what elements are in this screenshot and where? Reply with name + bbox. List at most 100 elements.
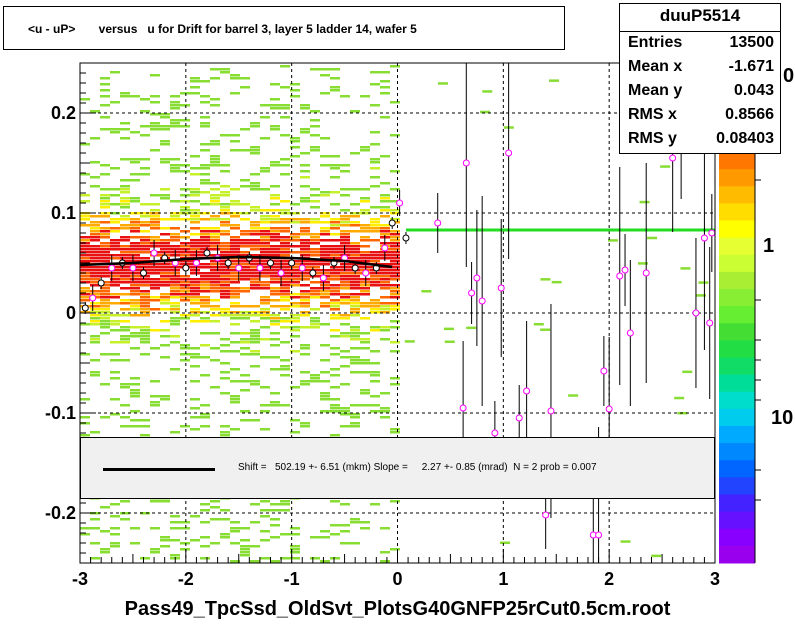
heatmap-cell	[330, 224, 340, 227]
heatmap-cell	[380, 206, 390, 209]
heatmap-cell	[210, 227, 220, 230]
heatmap-cell	[200, 248, 210, 251]
heatmap-cell	[170, 158, 180, 161]
heatmap-cell	[380, 215, 390, 218]
heatmap-cell	[250, 275, 260, 278]
heatmap-cell	[120, 269, 130, 272]
heatmap-cell	[360, 260, 370, 263]
heatmap-cell	[90, 341, 100, 344]
heatmap-cell	[350, 299, 360, 302]
heatmap-cell	[280, 557, 290, 560]
heatmap-cell	[100, 293, 110, 296]
heatmap-cell	[130, 260, 140, 263]
heatmap-cell	[240, 548, 250, 551]
heatmap-cell	[290, 266, 300, 269]
heatmap-cell	[120, 500, 130, 503]
chart-title: <u - uP> versus u for Drift for barrel 3…	[28, 22, 417, 36]
heatmap-cell	[90, 110, 100, 113]
heatmap-cell	[80, 236, 90, 239]
heatmap-cell	[270, 185, 280, 188]
heatmap-cell	[270, 332, 280, 335]
heatmap-cell	[250, 254, 260, 257]
heatmap-cell	[360, 521, 370, 524]
heatmap-cell	[130, 305, 140, 308]
heatmap-cell	[220, 194, 230, 197]
heatmap-cell	[230, 530, 240, 533]
heatmap-cell	[110, 284, 120, 287]
heatmap-cell	[180, 344, 190, 347]
heatmap-cell	[120, 266, 130, 269]
heatmap-cell	[340, 287, 350, 290]
heatmap-cell	[80, 248, 90, 251]
heatmap-cell	[260, 251, 270, 254]
profile-point	[362, 269, 370, 277]
heatmap-cell	[270, 125, 280, 128]
heatmap-cell	[200, 416, 210, 419]
heatmap-cell	[390, 188, 400, 191]
heatmap-cell	[230, 272, 240, 275]
heatmap-cell	[100, 104, 110, 107]
heatmap-cell	[250, 149, 260, 152]
heatmap-cell	[310, 149, 320, 152]
heatmap-cell	[110, 296, 120, 299]
heatmap-cell	[110, 503, 120, 506]
heatmap-cell	[120, 338, 130, 341]
heatmap-cell	[200, 212, 210, 215]
heatmap-cell	[190, 251, 200, 254]
heatmap-cell	[290, 386, 300, 389]
stats-value: 0.8566	[725, 106, 774, 123]
heatmap-cell	[390, 284, 400, 287]
heatmap-cell	[220, 221, 230, 224]
heatmap-cell	[290, 272, 300, 275]
heatmap-cell	[120, 92, 130, 95]
heatmap-cell	[110, 323, 120, 326]
colorbar-swatch	[719, 186, 755, 204]
heatmap-cell	[80, 257, 90, 260]
heatmap-cell	[300, 239, 310, 242]
heatmap-cell	[100, 251, 110, 254]
heatmap-cell	[120, 224, 130, 227]
y-tick-label: 0.1	[51, 203, 76, 223]
heatmap-cell	[100, 215, 110, 218]
heatmap-cell	[330, 347, 340, 350]
heatmap-cell	[170, 248, 180, 251]
heatmap-cell	[340, 383, 350, 386]
heatmap-cell	[230, 134, 240, 137]
heatmap-cell	[190, 398, 200, 401]
heatmap-cell	[100, 305, 110, 308]
heatmap-cell	[360, 359, 370, 362]
heatmap-cell	[270, 518, 280, 521]
heatmap-cell	[370, 230, 380, 233]
heatmap-cell	[270, 197, 280, 200]
heatmap-cell	[290, 233, 300, 236]
heatmap-cell	[250, 353, 260, 356]
data-point	[505, 149, 513, 157]
heatmap-cell	[300, 284, 310, 287]
heatmap-cell	[260, 317, 270, 320]
heatmap-cell	[130, 200, 140, 203]
heatmap-cell	[310, 239, 320, 242]
heatmap-cell	[390, 134, 400, 137]
heatmap-cell	[250, 278, 260, 281]
heatmap-cell	[360, 149, 370, 152]
heatmap-cell	[120, 95, 130, 98]
heatmap-cell	[130, 131, 140, 134]
data-point	[669, 154, 677, 162]
colorbar-swatch	[719, 408, 755, 427]
heatmap-cell	[120, 197, 130, 200]
heatmap-cell	[340, 335, 350, 338]
heatmap-cell	[380, 224, 390, 227]
heatmap-cell	[350, 302, 360, 305]
heatmap-cell	[320, 215, 330, 218]
heatmap-cell	[90, 374, 100, 377]
heatmap-cell	[150, 194, 160, 197]
heatmap-cell	[100, 296, 110, 299]
data-point	[626, 329, 634, 337]
heatmap-cell	[320, 560, 330, 563]
heatmap-cell	[130, 227, 140, 230]
heatmap-cell	[320, 269, 330, 272]
heatmap-cell	[140, 110, 150, 113]
heatmap-cell	[330, 500, 340, 503]
heatmap-cell	[370, 224, 380, 227]
heatmap-cell	[140, 557, 150, 560]
